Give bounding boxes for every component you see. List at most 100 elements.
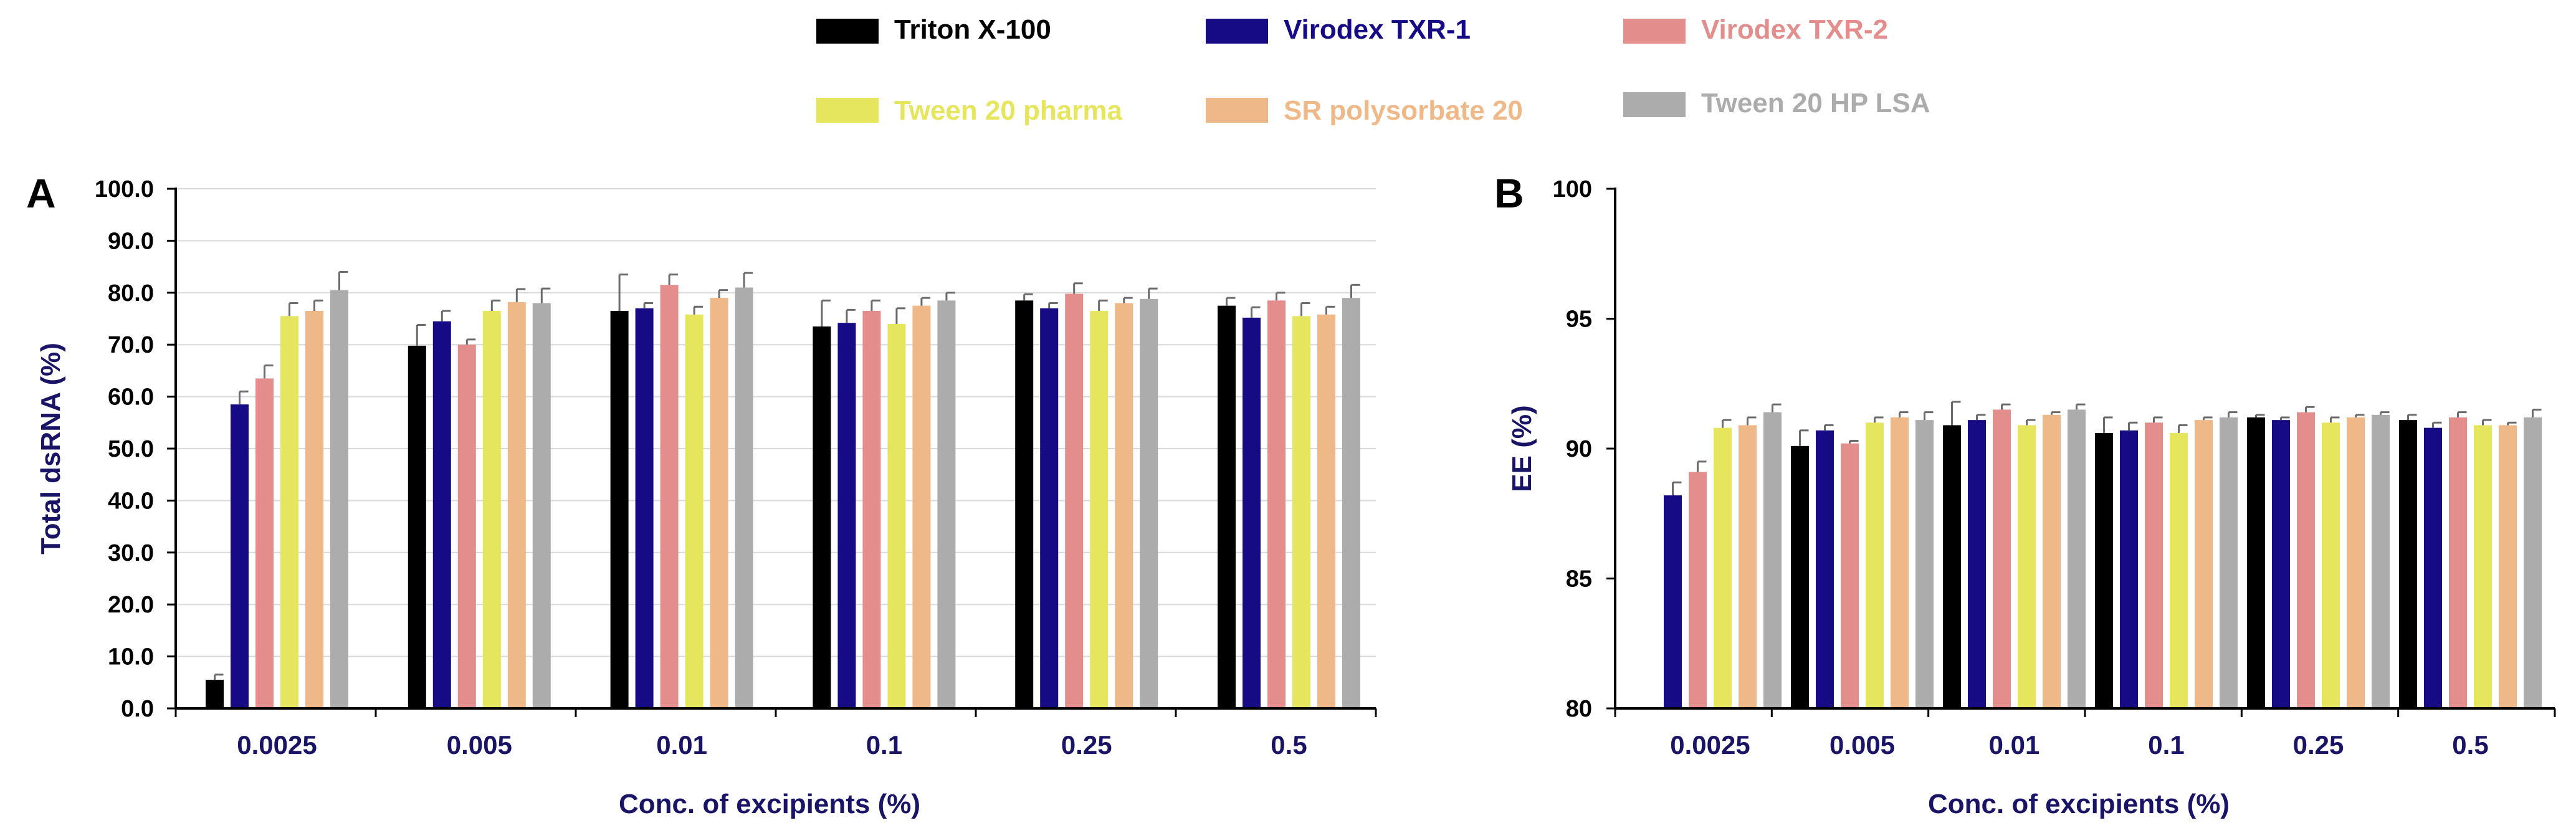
legend-swatch-2 (1623, 19, 1686, 44)
bar (912, 305, 931, 708)
x-tick-label: 0.25 (2293, 730, 2344, 759)
bar (1791, 445, 1809, 708)
x-tick-label: 0.005 (447, 730, 512, 759)
bar (2474, 425, 2492, 708)
x-tick-label: 0.1 (866, 730, 902, 759)
y-tick-label: 85 (1566, 566, 1592, 593)
bar (813, 326, 831, 708)
bar (1015, 300, 1034, 708)
legend-label-0: Triton X-100 (894, 14, 1051, 45)
panel-b: 80 85 90 95 100 0.0025 0.005 0.01 0.1 0.25 0.5 Conc… (1494, 170, 2556, 819)
y-tick-label: 0.0 (121, 696, 154, 722)
bar (685, 314, 704, 708)
legend-swatch-4 (1206, 98, 1268, 123)
y-tick-label: 90 (1566, 436, 1592, 462)
x-tick-label: 0.0025 (237, 730, 317, 759)
bar (862, 310, 881, 708)
panel-letter: A (26, 170, 56, 216)
x-axis-title: Conc. of excipients (%) (619, 789, 920, 819)
x-tick-label: 0.005 (1829, 730, 1895, 759)
y-tick-label: 40.0 (108, 488, 154, 514)
legend-swatch-3 (816, 98, 879, 123)
bar (231, 404, 249, 708)
bar (532, 303, 551, 709)
bar (330, 290, 348, 708)
bar (482, 310, 501, 708)
bar (2068, 409, 2086, 708)
bar (2170, 432, 2188, 708)
y-tick-label: 80 (1566, 696, 1592, 722)
bar (1090, 310, 1109, 708)
x-tick-label: 0.01 (1989, 730, 2040, 759)
bar (1342, 298, 1360, 708)
bar (1739, 425, 1757, 708)
bar (2272, 420, 2290, 708)
bar (635, 308, 654, 708)
bar (2372, 414, 2390, 708)
bar (1816, 430, 1834, 708)
bar (2524, 417, 2542, 708)
bar (1040, 308, 1059, 708)
y-tick-label: 100.0 (95, 176, 154, 202)
bar (2499, 425, 2517, 708)
bar (610, 310, 629, 708)
bar (710, 298, 728, 708)
bar (206, 680, 224, 708)
y-axis-title: EE (%) (1507, 405, 1537, 492)
x-tick-label: 0.01 (656, 730, 707, 759)
bar (1943, 425, 1961, 708)
bar (280, 316, 298, 709)
bar (660, 285, 679, 708)
x-tick-label: 0.1 (2148, 730, 2184, 759)
y-tick-label: 80.0 (108, 280, 154, 307)
x-tick-label: 0.25 (1061, 730, 1112, 759)
bar (2347, 417, 2365, 708)
bar (2043, 414, 2061, 708)
bar (2424, 427, 2442, 708)
legend-label-1: Virodex TXR-1 (1284, 14, 1471, 45)
x-tick-label: 0.5 (1271, 730, 1307, 759)
bar (1115, 303, 1133, 709)
legend-label-4: SR polysorbate 20 (1284, 95, 1523, 126)
y-tick-label: 10.0 (108, 644, 154, 670)
bar (2449, 417, 2467, 708)
bar (1218, 305, 1236, 708)
bar (1065, 293, 1084, 708)
y-tick-label: 50.0 (108, 436, 154, 462)
bar (1993, 409, 2011, 708)
bar (2195, 420, 2213, 708)
bar (1664, 495, 1682, 708)
legend-swatch-0 (816, 19, 879, 44)
x-tick-label: 0.0025 (1670, 730, 1750, 759)
bar (2399, 420, 2417, 708)
bar (2297, 412, 2315, 708)
y-tick-label: 30.0 (108, 540, 154, 566)
bar (837, 323, 856, 708)
bar (2120, 430, 2138, 708)
legend-label-2: Virodex TXR-2 (1701, 14, 1888, 45)
panel-letter: B (1494, 170, 1524, 216)
bar (2220, 417, 2238, 708)
y-tick-label: 100 (1553, 176, 1592, 202)
legend-label-5: Tween 20 HP LSA (1701, 88, 1930, 118)
bar (1763, 412, 1782, 708)
bar (2322, 422, 2340, 708)
y-tick-label: 70.0 (108, 332, 154, 358)
bar (1841, 443, 1859, 708)
y-tick-label: 95 (1566, 307, 1592, 333)
bar (408, 345, 426, 708)
legend-swatch-1 (1206, 19, 1268, 44)
bar (432, 321, 451, 708)
panel-a: 0.010.020.030.040.050.060.070.080.090.01… (26, 170, 1377, 819)
y-tick-label: 90.0 (108, 228, 154, 254)
bar (2018, 425, 2036, 708)
bar (1689, 472, 1707, 708)
x-tick-label: 0.5 (2452, 730, 2488, 759)
y-axis-title: Total dsRNA (%) (36, 343, 66, 555)
bar (255, 378, 274, 708)
bar (735, 287, 753, 709)
bar (305, 310, 323, 708)
bar (1317, 314, 1335, 708)
legend: Triton X-100 Virodex TXR-1 Virodex TXR-2 Tw… (816, 14, 1930, 126)
